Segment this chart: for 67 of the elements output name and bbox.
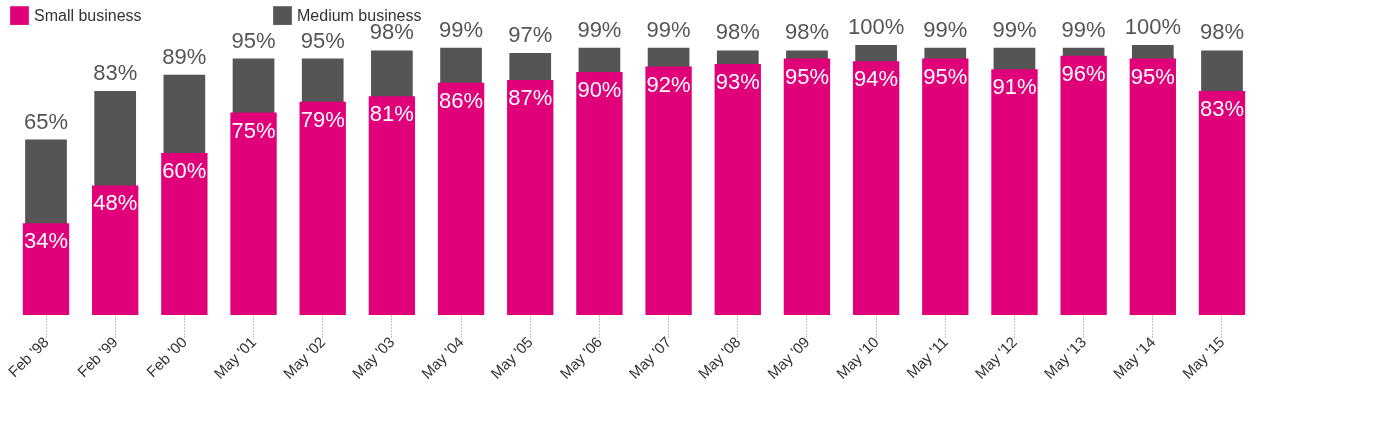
x-tick-label: May '12 [971, 333, 1021, 382]
data-label: 91% [992, 74, 1037, 100]
data-label: 86% [439, 87, 484, 113]
data-label: 99% [1061, 16, 1106, 42]
data-label: 81% [369, 101, 414, 127]
data-label: 94% [854, 66, 899, 92]
bar [991, 69, 1038, 315]
x-tick-label: May '05 [487, 333, 536, 382]
data-label: 95% [923, 63, 968, 89]
x-tick-label: May '01 [210, 333, 260, 382]
x-tick-label: May '09 [763, 333, 813, 382]
data-label: 100% [1124, 14, 1181, 39]
data-label: 79% [300, 106, 345, 132]
data-label: 99% [923, 16, 968, 42]
x-tick-label: May '11 [902, 333, 951, 382]
data-label: 48% [93, 190, 138, 216]
x-tick-label: Feb '98 [4, 333, 52, 381]
data-label: 100% [847, 14, 905, 39]
data-label: 89% [162, 43, 207, 69]
data-label: 83% [93, 59, 138, 85]
data-label: 95% [1130, 63, 1175, 89]
data-label: 95% [300, 27, 345, 53]
x-tick-label: May '10 [832, 333, 882, 382]
data-label: 99% [992, 16, 1037, 42]
bar [299, 101, 346, 315]
data-label: 92% [646, 71, 691, 97]
bar [161, 153, 208, 315]
bar [576, 72, 623, 315]
data-label: 75% [231, 117, 276, 143]
data-label: 97% [508, 22, 553, 48]
data-label: 93% [715, 68, 760, 94]
bar [852, 61, 900, 315]
data-label: 34% [23, 228, 69, 254]
x-tick-label: May '03 [348, 333, 398, 382]
bar [368, 96, 416, 315]
data-label: 99% [646, 16, 691, 42]
data-label: 98% [715, 19, 760, 45]
x-tick-label: Feb '99 [73, 333, 121, 381]
bar [92, 185, 139, 315]
bar [437, 82, 485, 315]
x-tick-label: May '15 [1178, 333, 1228, 382]
x-tick-label: May '02 [279, 333, 329, 382]
bar [1198, 90, 1246, 315]
data-label: 90% [577, 77, 622, 102]
bar [230, 112, 277, 315]
x-tick-label: Feb '00 [142, 333, 191, 381]
data-label: 98% [1199, 19, 1245, 45]
data-label: 96% [1061, 60, 1106, 86]
data-label: 87% [508, 85, 553, 111]
x-tick-label: May '08 [694, 333, 744, 382]
data-label: 99% [577, 16, 622, 42]
x-tick-label: May '04 [417, 333, 467, 382]
data-label: 99% [439, 16, 484, 42]
x-tick-label: May '07 [625, 333, 675, 382]
x-tick-label: May '14 [1109, 333, 1159, 382]
data-label: 95% [231, 27, 276, 53]
data-label: 83% [1199, 95, 1245, 121]
x-tick-label: May '13 [1040, 333, 1090, 382]
legend-label: Small business [34, 6, 142, 24]
legend-label: Medium business [297, 6, 422, 24]
bar [22, 223, 70, 315]
data-label: 65% [23, 108, 69, 134]
bar [507, 80, 554, 315]
data-label: 60% [162, 158, 207, 183]
x-tick-label: May '06 [556, 333, 606, 382]
data-label: 95% [784, 63, 829, 89]
data-label: 98% [784, 19, 829, 45]
